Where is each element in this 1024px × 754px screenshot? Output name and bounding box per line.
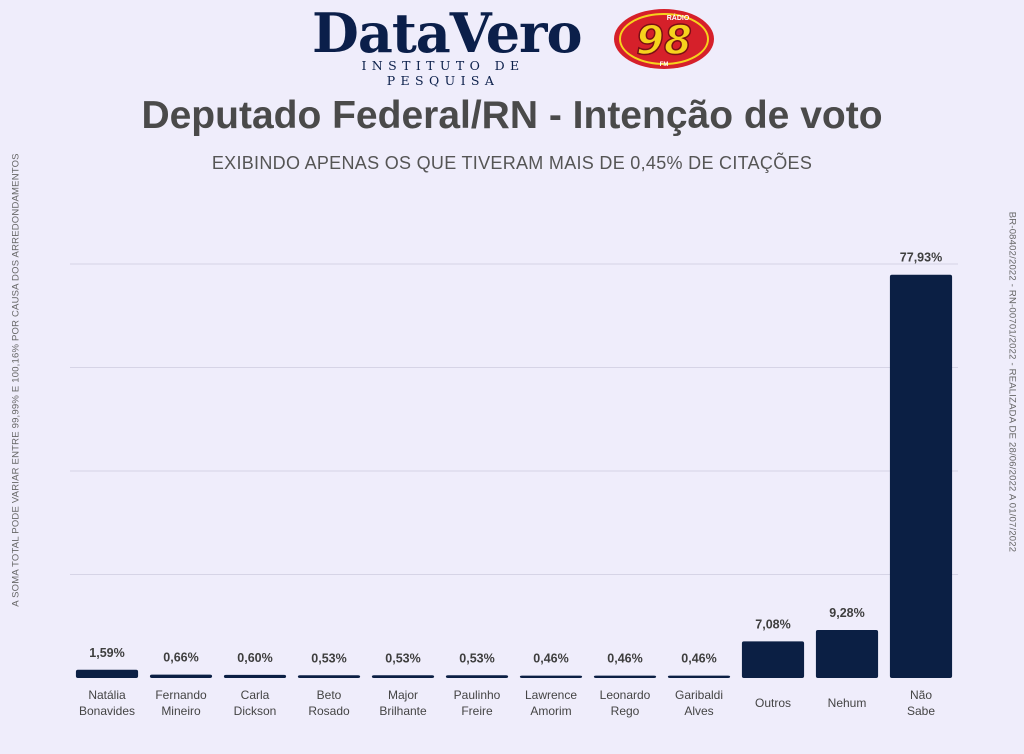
value-label-9: 0,46%	[681, 652, 716, 666]
value-label-10: 7,08%	[755, 617, 790, 631]
category-label-9: Garibaldi Alves	[675, 688, 723, 718]
bar-2	[149, 674, 213, 678]
category-label-8: Leonardo Rego	[600, 688, 651, 718]
datavero-logo: DataVero INSTITUTO DE PESQUISA	[312, 1, 583, 88]
bar-3	[223, 674, 287, 678]
logo-wordmark: DataVero	[312, 1, 583, 65]
value-label-11: 9,28%	[829, 606, 864, 620]
bar-chart: 1,59% Natália Bonavides 0,66% Fernando Mineir…	[70, 251, 958, 718]
chart-subtitle: EXIBINDO APENAS OS QUE TIVERAM MAIS DE 0…	[211, 153, 813, 173]
category-label-2: Fernando Mineiro	[155, 688, 207, 718]
category-label-11: Nehum	[828, 696, 867, 710]
category-label-1: Natália Bonavides	[79, 688, 135, 718]
category-label-3: Carla Dickson	[234, 688, 277, 718]
radio-logo-background	[614, 9, 714, 69]
value-label-2: 0,66%	[163, 651, 198, 665]
value-label-8: 0,46%	[607, 652, 642, 666]
logo-tagline: INSTITUTO DE PESQUISA	[361, 58, 525, 88]
bar-10	[741, 641, 805, 678]
radio-logo-number: 98	[636, 18, 692, 64]
bar-7	[519, 675, 583, 678]
category-label-6: Paulinho Freire	[454, 688, 501, 718]
value-label-6: 0,53%	[459, 651, 494, 665]
radio-logo-ring	[619, 13, 709, 65]
radio-logo-bottom-text: FM	[660, 62, 669, 68]
radio-logo-top-text: RÁDIO	[667, 13, 690, 22]
value-label-12: 77,93%	[900, 251, 942, 265]
category-label-4: Beto Rosado	[308, 688, 350, 718]
bar-9	[667, 675, 731, 678]
bar-12	[889, 274, 953, 678]
value-label-4: 0,53%	[311, 651, 346, 665]
value-label-3: 0,60%	[237, 651, 272, 665]
bar-8	[593, 675, 657, 678]
bar-11	[815, 629, 879, 678]
category-label-5: Major Brilhante	[379, 688, 427, 718]
category-label-10: Outros	[755, 696, 791, 710]
chart-title: Deputado Federal/RN - Intenção de voto	[141, 94, 883, 137]
bar-6	[445, 675, 509, 678]
value-label-1: 1,59%	[89, 646, 124, 660]
bar-1	[75, 669, 139, 678]
bar-5	[371, 675, 435, 678]
category-label-7: Lawrence Amorim	[525, 688, 577, 718]
category-label-12: Não Sabe	[907, 688, 935, 718]
radio-98-logo: RÁDIO 98 FM	[614, 9, 714, 69]
value-label-7: 0,46%	[533, 652, 568, 666]
bar-4	[297, 675, 361, 678]
value-label-5: 0,53%	[385, 651, 420, 665]
